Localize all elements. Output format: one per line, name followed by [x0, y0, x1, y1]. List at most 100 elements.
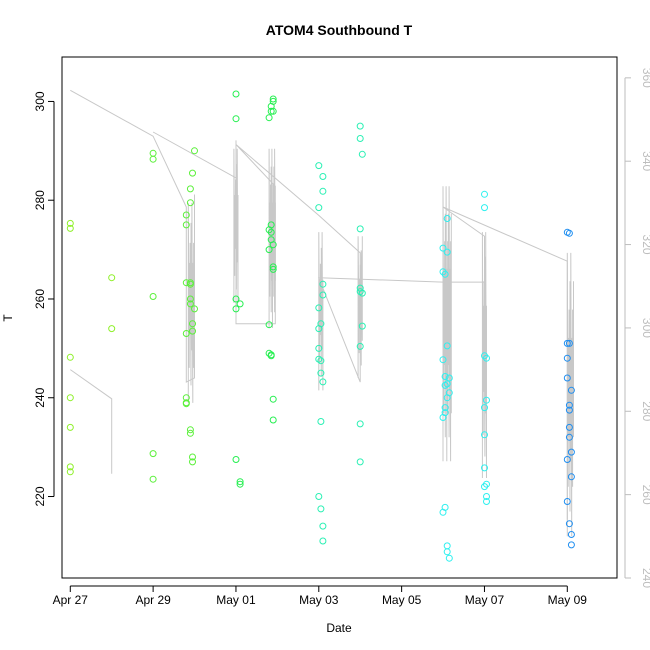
series-line-dense	[481, 232, 487, 479]
series-line-dense	[442, 186, 452, 462]
data-point	[265, 114, 273, 122]
data-point	[269, 97, 277, 105]
data-point	[317, 505, 325, 513]
data-point	[356, 420, 364, 428]
data-point	[66, 423, 74, 431]
y-tick-label: 300	[33, 91, 47, 111]
data-point	[186, 199, 194, 207]
data-point	[315, 304, 323, 312]
data-point	[236, 300, 244, 308]
data-point	[443, 215, 451, 222]
data-point	[186, 300, 194, 308]
chart-title: ATOM4 Southbound T	[266, 22, 413, 38]
y2-tick-label: 300	[640, 318, 650, 338]
data-point	[443, 548, 451, 556]
data-point	[443, 380, 451, 388]
data-point	[319, 522, 327, 530]
data-point	[441, 270, 449, 278]
x-tick-label: May 09	[548, 593, 588, 607]
data-point	[191, 147, 198, 155]
data-point	[443, 542, 451, 550]
data-point	[481, 431, 488, 439]
y2-tick-label: 280	[640, 401, 650, 421]
data-point	[269, 107, 277, 115]
data-point	[108, 325, 116, 333]
y2-tick-label: 320	[640, 235, 650, 255]
data-point	[267, 107, 275, 115]
data-point	[441, 503, 449, 511]
axes-layer: Apr 27 Apr 29 May 01 May 03 May 05 May 07 May …	[33, 68, 650, 607]
data-point	[356, 288, 364, 296]
data-point	[563, 498, 571, 505]
data-point	[315, 493, 323, 500]
data-point	[66, 394, 74, 402]
data-point	[182, 211, 190, 219]
data-point	[236, 478, 244, 486]
data-point	[441, 409, 449, 417]
data-point	[445, 374, 453, 382]
data-point	[319, 378, 327, 386]
x-tick-label: May 07	[465, 593, 505, 607]
data-point	[66, 219, 74, 227]
data-point	[265, 321, 273, 329]
data-point	[189, 320, 196, 328]
data-point	[232, 456, 240, 463]
data-point	[269, 265, 277, 273]
data-point	[186, 426, 194, 434]
data-point	[565, 520, 573, 528]
y2-tick-label: 240	[640, 568, 650, 588]
series-line-dense	[318, 232, 324, 391]
data-point	[358, 289, 366, 297]
data-point	[315, 355, 323, 363]
data-point	[269, 263, 277, 271]
data-point	[356, 135, 364, 142]
data-point	[358, 150, 366, 158]
data-point	[182, 221, 190, 229]
series-line-dense	[233, 148, 239, 303]
x-tick-label: May 03	[299, 593, 339, 607]
data-point	[267, 221, 275, 229]
x-tick-label: Apr 29	[135, 593, 171, 607]
data-point	[108, 274, 116, 282]
data-point	[315, 162, 323, 170]
data-point	[319, 291, 327, 299]
y-tick-label: 220	[33, 486, 47, 506]
data-point	[236, 480, 244, 488]
data-point	[443, 342, 451, 350]
data-point	[66, 353, 74, 361]
data-point	[269, 95, 277, 103]
data-point	[149, 293, 157, 300]
data-point	[356, 225, 364, 233]
x-tick-label: May 01	[216, 593, 256, 607]
data-point	[439, 244, 447, 252]
data-point	[66, 224, 74, 232]
data-point	[563, 339, 571, 347]
y2-tick-label: 360	[640, 68, 650, 88]
data-point	[439, 356, 447, 364]
data-point	[358, 322, 366, 330]
data-point	[189, 453, 196, 461]
data-point	[565, 401, 573, 409]
data-point	[481, 464, 488, 472]
data-point	[186, 280, 194, 288]
data-point	[232, 295, 240, 303]
data-point	[265, 246, 273, 254]
data-point	[567, 541, 575, 549]
data-point	[232, 305, 240, 313]
data-point	[66, 463, 74, 471]
data-point	[481, 404, 488, 412]
data-point	[565, 229, 573, 237]
data-point	[563, 456, 571, 463]
series-line-dense	[566, 252, 574, 537]
data-point	[356, 122, 364, 130]
data-point	[481, 204, 488, 212]
data-point	[565, 423, 573, 431]
data-point	[567, 473, 575, 481]
data-point	[483, 498, 490, 505]
data-point	[149, 475, 157, 483]
series-line	[70, 369, 113, 474]
plot-frame	[61, 56, 618, 579]
data-point	[319, 280, 327, 288]
data-point	[186, 185, 194, 193]
data-point	[315, 204, 323, 212]
